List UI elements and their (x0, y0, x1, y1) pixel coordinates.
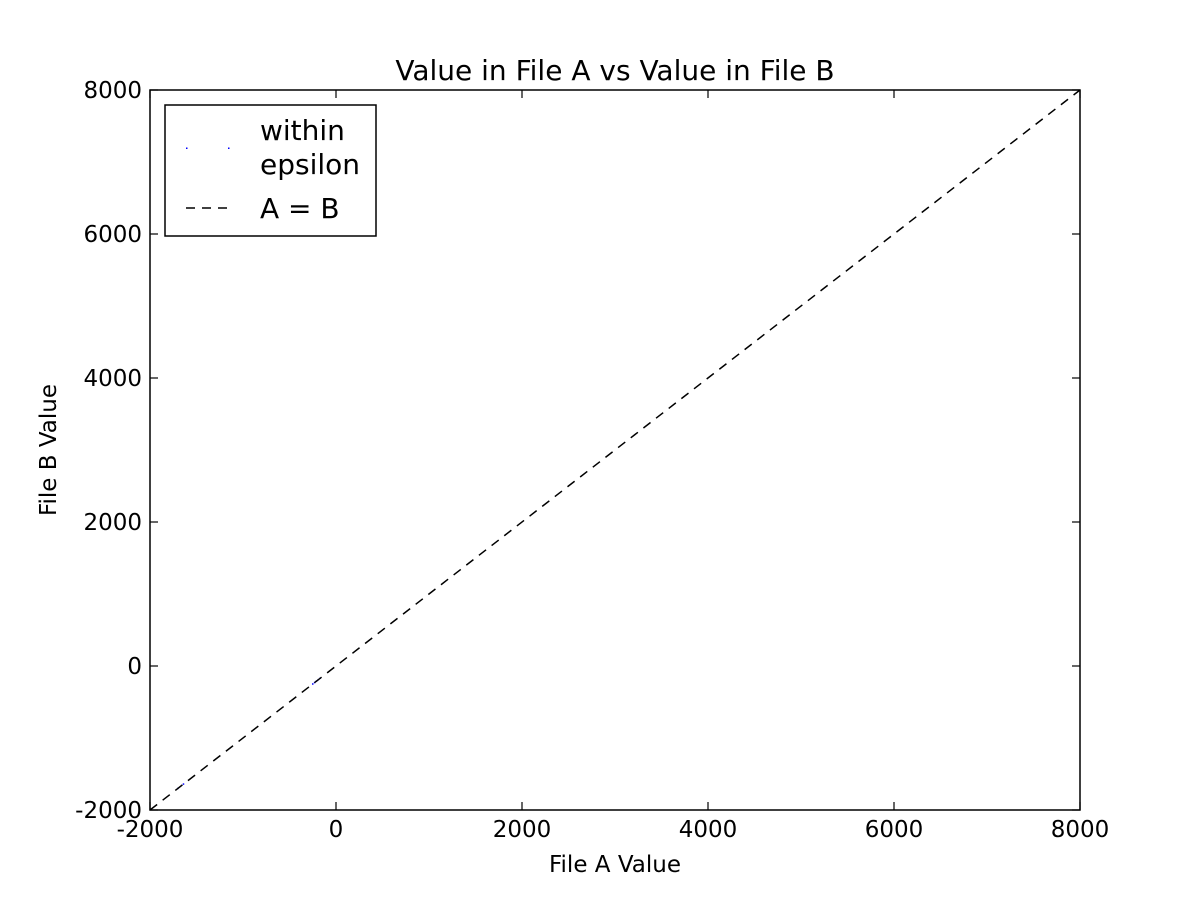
series-layer (150, 90, 1080, 810)
chart-title: Value in File A vs Value in File B (395, 54, 834, 87)
legend-marker-point (186, 147, 188, 149)
x-tick-label: 8000 (1051, 817, 1110, 843)
scatter-point (312, 683, 314, 685)
legend-entry-a-equals-b: A = B (186, 192, 340, 225)
legend-box (164, 104, 377, 237)
x-tick-label: -2000 (117, 817, 184, 843)
series-line-a-equals-b (150, 90, 1080, 810)
y-tick-label: 8000 (83, 78, 142, 104)
y-axis-label: File B Value (36, 384, 62, 516)
legend-label-within-epsilon: within epsilon (260, 114, 360, 181)
y-tick-label: 4000 (83, 366, 142, 392)
scatter-point (182, 783, 185, 785)
y-tick-label: 6000 (83, 222, 142, 248)
plot-frame (149, 89, 1081, 811)
x-tick-label: 2000 (493, 817, 552, 843)
y-tick-label: -2000 (75, 798, 142, 824)
legend: within epsilon A = B (164, 104, 377, 237)
x-tick-label: 4000 (679, 817, 738, 843)
legend-label-line: within (260, 114, 345, 147)
y-tick-label: 2000 (83, 510, 142, 536)
legend-entry-within-epsilon: within epsilon (186, 114, 360, 181)
legend-marker-point (228, 147, 230, 149)
x-tick-label: 0 (329, 817, 344, 843)
y-tick-label: 0 (127, 654, 142, 680)
x-tick-label: 6000 (865, 817, 924, 843)
x-axis-label: File A Value (549, 852, 681, 878)
plot-area (150, 90, 1080, 810)
legend-label-a-equals-b: A = B (260, 192, 340, 225)
legend-label-line: epsilon (260, 148, 360, 181)
tick-labels-layer: -2000 0 2000 4000 6000 8000 -2000 0 2000 4000 6000… (75, 78, 1109, 843)
